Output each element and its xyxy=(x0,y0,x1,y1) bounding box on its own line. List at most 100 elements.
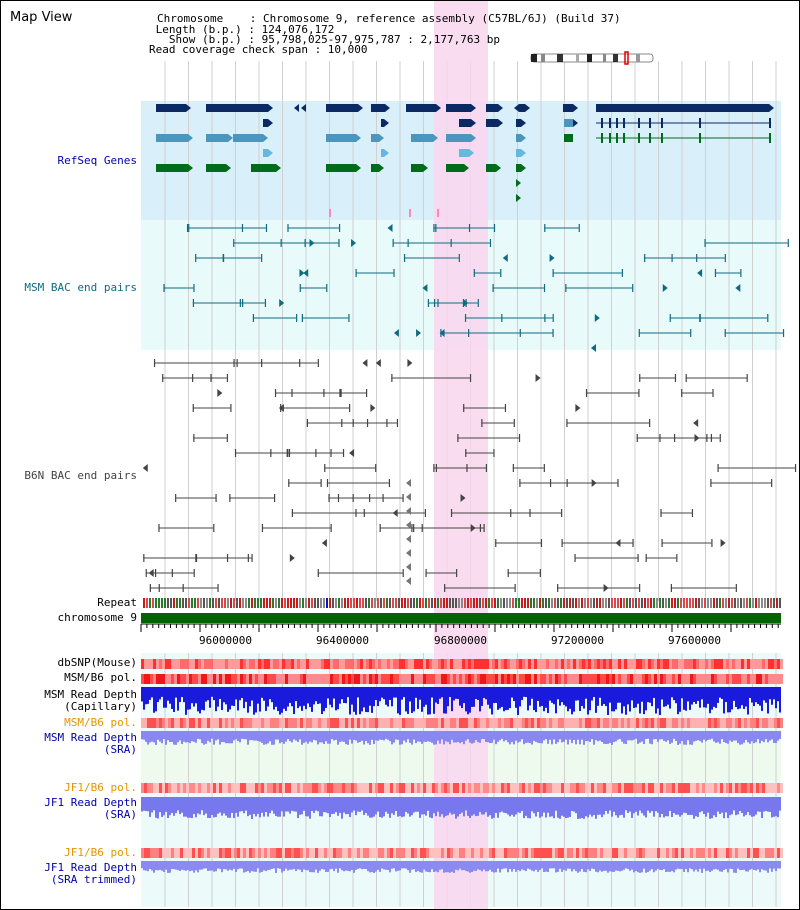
polymorphism-cell xyxy=(468,783,471,793)
polymorphism-cell xyxy=(273,659,276,669)
bac-end-tick xyxy=(339,389,341,397)
polymorphism-cell xyxy=(612,674,615,684)
read-depth-bar xyxy=(651,687,653,707)
polymorphism-cell xyxy=(519,674,522,684)
polymorphism-cell xyxy=(549,783,552,793)
read-depth-bar xyxy=(543,731,545,741)
bac-end-tick xyxy=(233,239,235,247)
polymorphism-cell xyxy=(537,783,540,793)
read-depth-bar xyxy=(605,687,607,707)
read-depth-bar xyxy=(367,861,369,872)
bac-end-tick xyxy=(450,239,452,247)
read-depth-bar xyxy=(237,687,239,711)
polymorphism-cell xyxy=(276,659,279,669)
read-depth-bar xyxy=(173,731,175,745)
polymorphism-cell xyxy=(468,674,471,684)
polymorphism-cell xyxy=(423,783,426,793)
polymorphism-cell xyxy=(483,848,486,858)
polymorphism-cell xyxy=(558,718,561,728)
repeat-mark xyxy=(542,598,544,608)
polymorphism-cell xyxy=(567,659,570,669)
polymorphism-cell xyxy=(336,718,339,728)
read-depth-bar xyxy=(433,861,435,872)
read-depth-bar xyxy=(713,687,715,707)
track-label-msm-bac-end-pairs[interactable]: MSM BAC end pairs xyxy=(24,281,137,294)
read-depth-bar xyxy=(723,731,725,743)
polymorphism-cell xyxy=(444,848,447,858)
read-depth-bar xyxy=(681,797,683,815)
polymorphism-cell xyxy=(708,848,711,858)
read-depth-bar xyxy=(193,861,195,873)
polymorphism-cell xyxy=(522,848,525,858)
read-depth-bar xyxy=(397,861,399,871)
read-depth-bar xyxy=(313,687,315,705)
read-depth-bar xyxy=(163,687,165,708)
read-depth-bar xyxy=(227,797,229,818)
read-depth-bar xyxy=(165,861,167,870)
gene-exon xyxy=(516,119,521,127)
read-depth-bar xyxy=(719,797,721,815)
read-depth-bar xyxy=(151,861,153,871)
read-depth-bar xyxy=(721,687,723,700)
polymorphism-cell xyxy=(165,848,168,858)
repeat-mark xyxy=(701,598,703,608)
read-depth-bar xyxy=(453,861,455,873)
polymorphism-cell xyxy=(399,783,402,793)
read-depth-bar xyxy=(335,687,337,711)
bac-end-arrow xyxy=(279,299,285,307)
polymorphism-cell xyxy=(525,718,528,728)
track-label-refseq-genes[interactable]: RefSeq Genes xyxy=(57,154,137,167)
read-depth-bar xyxy=(569,861,571,869)
polymorphism-cell xyxy=(450,674,453,684)
track-label-b6n-bac-end-pairs[interactable]: B6N BAC end pairs xyxy=(24,469,137,482)
ideogram-band xyxy=(587,54,592,62)
read-depth-bar xyxy=(421,797,423,815)
read-depth-bar xyxy=(351,861,353,870)
read-depth-bar xyxy=(539,687,541,707)
bac-end-tick xyxy=(306,419,309,427)
read-depth-bar xyxy=(303,797,305,811)
polymorphism-cell xyxy=(270,848,273,858)
read-depth-bar xyxy=(383,861,385,870)
read-depth-bar xyxy=(645,731,647,740)
polymorphism-cell xyxy=(195,674,198,684)
read-depth-bar xyxy=(219,731,221,745)
read-depth-bar xyxy=(623,861,625,870)
polymorphism-cell xyxy=(546,674,549,684)
polymorphism-cell xyxy=(339,848,342,858)
polymorphism-cell xyxy=(582,718,585,728)
read-depth-bar xyxy=(275,861,277,873)
read-depth-bar xyxy=(425,861,427,872)
read-depth-bar xyxy=(263,861,265,871)
polymorphism-cell xyxy=(162,659,165,669)
read-depth-bar xyxy=(273,797,275,814)
bac-end-tick xyxy=(638,389,640,397)
bac-end-arrow xyxy=(470,524,476,532)
repeat-mark xyxy=(608,598,610,608)
read-depth-bar xyxy=(321,731,323,743)
polymorphism-cell xyxy=(192,674,195,684)
read-depth-bar xyxy=(633,687,635,708)
polymorphism-cell xyxy=(381,783,384,793)
polymorphism-cell xyxy=(765,848,768,858)
read-depth-bar xyxy=(149,797,151,817)
polymorphism-cell xyxy=(312,718,315,728)
repeat-mark xyxy=(404,598,406,608)
read-depth-bar xyxy=(257,687,259,704)
read-depth-bar xyxy=(203,861,205,869)
read-depth-bar xyxy=(527,731,529,743)
repeat-mark xyxy=(311,598,313,608)
repeat-mark xyxy=(392,598,394,608)
polymorphism-cell xyxy=(300,783,303,793)
polymorphism-cell xyxy=(378,783,381,793)
read-depth-bar xyxy=(285,731,287,742)
read-depth-bar xyxy=(767,731,769,743)
read-depth-bar xyxy=(245,731,247,740)
read-depth-bar xyxy=(561,687,563,703)
gene-strand-arrow xyxy=(573,104,578,112)
polymorphism-cell xyxy=(198,659,201,669)
polymorphism-cell xyxy=(435,718,438,728)
polymorphism-cell xyxy=(201,674,204,684)
read-depth-bar xyxy=(283,861,285,872)
polymorphism-cell xyxy=(543,718,546,728)
